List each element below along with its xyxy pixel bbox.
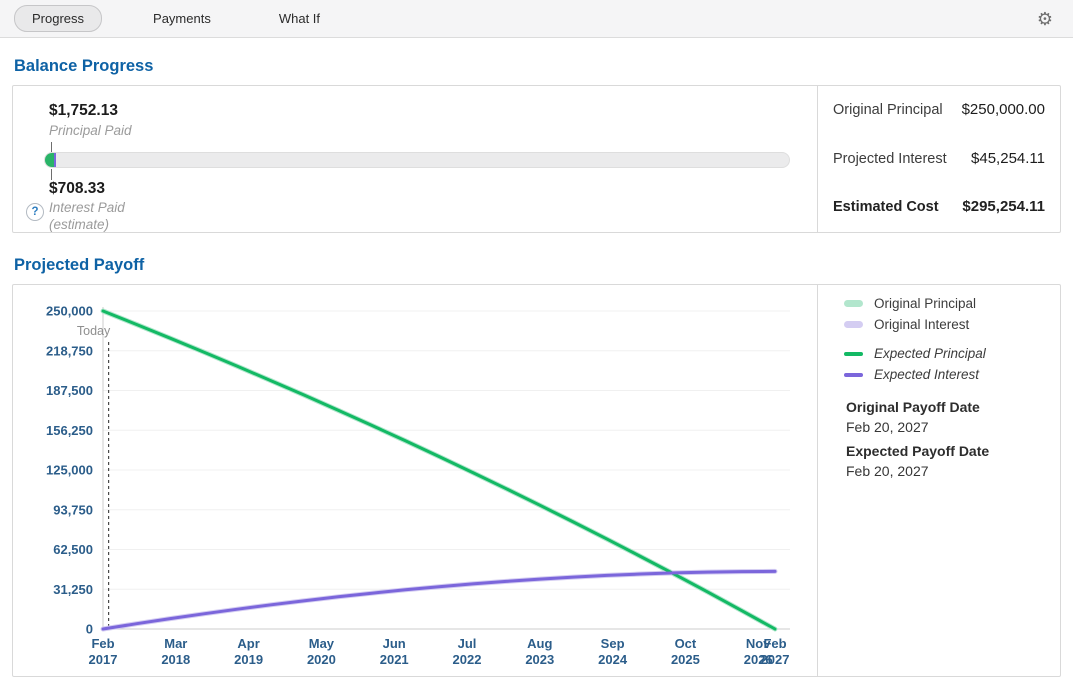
x-axis-tick-label: Nov 2026 xyxy=(744,636,773,667)
summary-value: $295,254.11 xyxy=(962,198,1045,215)
balance-progress-heading: Balance Progress xyxy=(14,57,154,75)
x-axis-tick-label: Aug 2023 xyxy=(525,636,554,667)
projected-payoff-panel: 0 31,250 62,500 93,750 125,000 156,250 187,500… xyxy=(12,284,1061,677)
summary-row-estimated-cost: Estimated Cost $295,254.11 xyxy=(833,198,1045,215)
legend-label: Original Principal xyxy=(874,296,977,311)
summary-label: Projected Interest xyxy=(833,150,947,167)
expected-payoff-date-value: Feb 20, 2027 xyxy=(846,463,929,479)
expected-principal-swatch xyxy=(844,351,863,356)
payoff-dates-block: Original Payoff Date Feb 20, 2027 Expect… xyxy=(846,399,1050,479)
x-axis-tick-label: Feb 2027 xyxy=(761,636,790,667)
legend-item-original-interest: Original Interest xyxy=(844,314,1050,335)
summary-row-original-principal: Original Principal $250,000.00 xyxy=(833,101,1045,118)
legend-item-expected-principal: Expected Principal xyxy=(844,343,1050,364)
legend-item-expected-interest: Expected Interest xyxy=(844,364,1050,385)
interest-paid-value: $708.33 xyxy=(49,180,106,197)
x-axis-tick-label: Sep 2024 xyxy=(598,636,628,667)
summary-row-projected-interest: Projected Interest $45,254.11 xyxy=(833,150,1045,167)
view-tabs: Progress Payments What If xyxy=(14,5,337,32)
y-axis-tick-label: 62,500 xyxy=(53,542,93,557)
loan-summary-panel: Original Principal $250,000.00 Projected… xyxy=(817,86,1060,232)
x-axis-tick-label: May 2020 xyxy=(307,636,336,667)
interest-paid-label-line1: Interest Paid xyxy=(49,200,125,215)
summary-value: $250,000.00 xyxy=(961,101,1045,118)
settings-gear-icon[interactable]: ⚙ xyxy=(1031,8,1059,30)
payoff-chart-area: 0 31,250 62,500 93,750 125,000 156,250 187,500… xyxy=(13,285,817,676)
x-axis-tick-label: Mar 2018 xyxy=(161,636,190,667)
tab-progress[interactable]: Progress xyxy=(14,5,103,32)
summary-label: Original Principal xyxy=(833,102,943,118)
y-axis-tick-label: 156,250 xyxy=(46,423,93,438)
principal-paid-value: $1,752.13 xyxy=(49,102,118,119)
legend-label: Original Interest xyxy=(874,317,970,332)
original-interest-swatch xyxy=(844,321,863,328)
x-axis-tick-label: Jul 2022 xyxy=(453,636,482,667)
x-axis-tick-label: Apr 2019 xyxy=(234,636,263,667)
y-axis-tick-label: 250,000 xyxy=(46,304,93,319)
summary-label: Estimated Cost xyxy=(833,199,939,215)
progress-marker-tick-top xyxy=(51,142,52,152)
principal-paid-label: Principal Paid xyxy=(49,123,132,138)
principal-paid-fill xyxy=(45,153,54,167)
help-icon[interactable]: ? xyxy=(26,203,44,221)
original-payoff-date-value: Feb 20, 2027 xyxy=(846,419,929,435)
original-principal-swatch xyxy=(844,300,863,307)
legend-spacer xyxy=(844,335,1050,343)
y-axis-tick-label: 218,750 xyxy=(46,343,93,358)
series-line xyxy=(101,569,777,631)
legend-item-original-principal: Original Principal xyxy=(844,293,1050,314)
y-axis-tick-label: 125,000 xyxy=(46,463,93,478)
original-payoff-date-label: Original Payoff Date xyxy=(846,399,980,415)
legend-label: Expected Principal xyxy=(874,346,986,361)
tab-payments[interactable]: Payments xyxy=(136,6,228,31)
balance-progress-panel: $1,752.13 Principal Paid $708.33 Interes… xyxy=(12,85,1061,233)
legend-label: Expected Interest xyxy=(874,367,980,382)
top-tab-bar: Progress Payments What If ⚙ xyxy=(0,0,1073,38)
tab-what-if[interactable]: What If xyxy=(262,6,337,31)
interest-paid-label-line2: (estimate) xyxy=(49,217,110,232)
expected-interest-swatch xyxy=(844,372,863,377)
projected-payoff-heading: Projected Payoff xyxy=(14,256,145,274)
interest-paid-label: Interest Paid (estimate) xyxy=(49,199,125,233)
summary-value: $45,254.11 xyxy=(971,149,1045,167)
x-axis-tick-label: Feb 2017 xyxy=(89,636,118,667)
balance-progress-bar xyxy=(44,152,790,168)
expected-payoff-date-label: Expected Payoff Date xyxy=(846,443,990,459)
x-axis-tick-label: Oct 2025 xyxy=(671,636,700,667)
y-axis-tick-label: 187,500 xyxy=(46,383,93,398)
interest-paid-fill xyxy=(54,153,56,167)
chart-legend: Original Principal Original Interest Exp… xyxy=(817,285,1060,676)
y-axis-tick-label: 93,750 xyxy=(53,502,93,517)
series-line xyxy=(101,309,777,631)
payoff-line-chart: 0 31,250 62,500 93,750 125,000 156,250 187,500… xyxy=(46,304,790,667)
y-axis-tick-label: 31,250 xyxy=(53,582,93,597)
progress-marker-tick-bottom xyxy=(51,169,52,180)
y-axis-tick-label: 0 xyxy=(86,622,93,637)
today-label: Today xyxy=(77,324,111,338)
series-line xyxy=(100,568,778,632)
balance-progress-bar-region: $1,752.13 Principal Paid $708.33 Interes… xyxy=(13,86,817,232)
x-axis-tick-label: Jun 2021 xyxy=(380,636,409,667)
